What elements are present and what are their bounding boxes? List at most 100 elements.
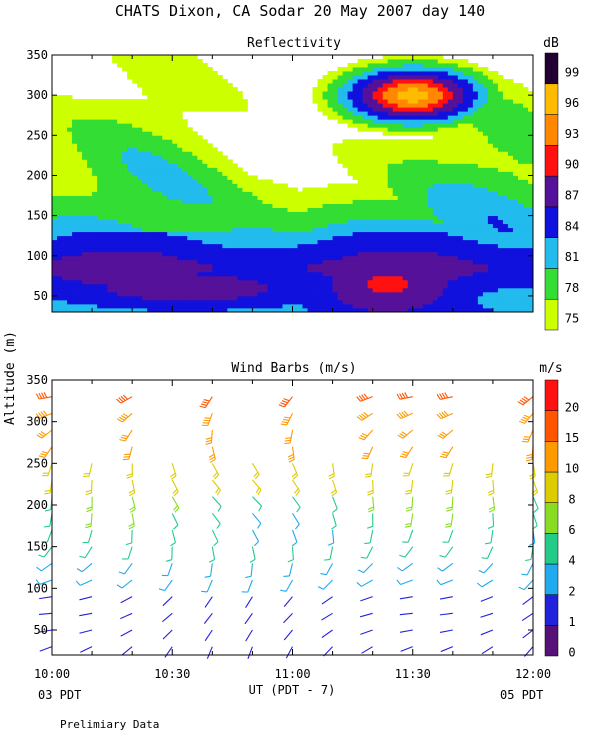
reflectivity-cell	[507, 123, 514, 128]
reflectivity-cell	[432, 91, 439, 96]
reflectivity-cell	[132, 103, 138, 108]
reflectivity-cell	[367, 179, 374, 184]
reflectivity-cell	[302, 211, 308, 217]
reflectivity-cell	[237, 255, 243, 261]
reflectivity-cell	[477, 211, 484, 217]
reflectivity-cell	[332, 219, 338, 225]
reflectivity-cell	[67, 119, 73, 124]
reflectivity-cell	[352, 171, 359, 176]
reflectivity-cell	[377, 299, 384, 305]
reflectivity-cell	[97, 159, 103, 164]
reflectivity-cell	[497, 115, 504, 120]
reflectivity-cell	[427, 271, 434, 277]
reflectivity-cell	[187, 187, 193, 192]
reflectivity-cell	[142, 167, 148, 172]
reflectivity-cell	[362, 71, 369, 76]
reflectivity-cell	[312, 227, 318, 233]
reflectivity-cell	[462, 115, 469, 120]
reflectivity-cell	[397, 195, 404, 200]
reflectivity-cell	[417, 143, 424, 148]
reflectivity-cell	[172, 223, 178, 229]
reflectivity-cell	[187, 91, 193, 96]
reflectivity-cell	[197, 91, 203, 96]
reflectivity-cell	[92, 263, 98, 269]
reflectivity-cell	[402, 123, 409, 128]
reflectivity-cell	[152, 203, 158, 208]
reflectivity-cell	[152, 55, 158, 60]
reflectivity-cell	[462, 127, 469, 132]
reflectivity-cell	[222, 303, 228, 309]
reflectivity-cell	[402, 183, 409, 188]
reflectivity-cell	[502, 295, 509, 301]
reflectivity-cell	[407, 227, 414, 233]
reflectivity-cell	[52, 159, 58, 164]
reflectivity-cell	[272, 263, 278, 269]
reflectivity-cell	[82, 167, 88, 172]
reflectivity-cell	[247, 191, 253, 196]
reflectivity-cell	[452, 259, 459, 265]
reflectivity-cell	[312, 307, 318, 313]
reflectivity-cell	[157, 247, 163, 253]
reflectivity-cell	[397, 75, 404, 80]
reflectivity-cell	[237, 227, 243, 233]
reflectivity-cell	[487, 215, 494, 221]
reflectivity-cell	[497, 75, 504, 80]
reflectivity-cell	[387, 171, 394, 176]
reflectivity-cell	[162, 107, 168, 112]
reflectivity-cell	[137, 283, 143, 289]
reflectivity-cell	[422, 303, 429, 309]
reflectivity-cell	[397, 267, 404, 273]
reflectivity-cell	[247, 243, 253, 249]
reflectivity-cell	[237, 243, 243, 249]
reflectivity-cell	[482, 303, 489, 309]
reflectivity-cell	[447, 187, 454, 192]
reflectivity-cell	[392, 75, 399, 80]
reflectivity-cell	[297, 275, 303, 281]
reflectivity-cell	[232, 283, 238, 289]
reflectivity-cell	[52, 111, 58, 116]
reflectivity-cell	[132, 119, 138, 124]
reflectivity-cell	[457, 227, 464, 233]
reflectivity-cell	[507, 295, 514, 301]
reflectivity-cell	[142, 235, 148, 241]
reflectivity-cell	[387, 159, 394, 164]
reflectivity-cell	[52, 99, 58, 104]
reflectivity-cell	[227, 267, 233, 273]
reflectivity-cell	[447, 71, 454, 76]
reflectivity-cell	[477, 291, 484, 297]
reflectivity-cell	[197, 155, 203, 160]
reflectivity-cell	[432, 275, 439, 281]
reflectivity-cell	[152, 263, 158, 269]
reflectivity-cell	[182, 71, 188, 76]
reflectivity-cell	[137, 107, 143, 112]
reflectivity-cell	[377, 279, 384, 285]
reflectivity-cell	[467, 139, 474, 144]
reflectivity-cell	[127, 199, 133, 204]
reflectivity-cell	[332, 299, 338, 305]
reflectivity-cell	[512, 91, 519, 96]
reflectivity-cell	[517, 307, 524, 313]
reflectivity-cell	[467, 291, 474, 297]
reflectivity-cell	[97, 247, 103, 253]
reflectivity-cell	[412, 83, 419, 88]
reflectivity-cell	[332, 279, 338, 285]
reflectivity-cell	[347, 167, 354, 172]
reflectivity-cell	[202, 155, 208, 160]
reflectivity-cell	[57, 171, 63, 176]
reflectivity-cell	[382, 231, 389, 237]
reflectivity-cell	[367, 155, 374, 160]
reflectivity-cell	[482, 107, 489, 112]
reflectivity-cell	[287, 291, 293, 297]
reflectivity-cell	[437, 107, 444, 112]
reflectivity-cell	[137, 139, 143, 144]
reflectivity-cell	[117, 299, 123, 305]
reflectivity-cell	[62, 151, 68, 156]
reflectivity-cell	[397, 251, 404, 257]
reflectivity-cell	[287, 267, 293, 273]
reflectivity-cell	[507, 171, 514, 176]
reflectivity-cell	[137, 259, 143, 265]
reflectivity-cell	[392, 231, 399, 237]
reflectivity-cell	[392, 211, 399, 217]
reflectivity-cell	[387, 127, 394, 132]
reflectivity-cell	[182, 99, 188, 104]
